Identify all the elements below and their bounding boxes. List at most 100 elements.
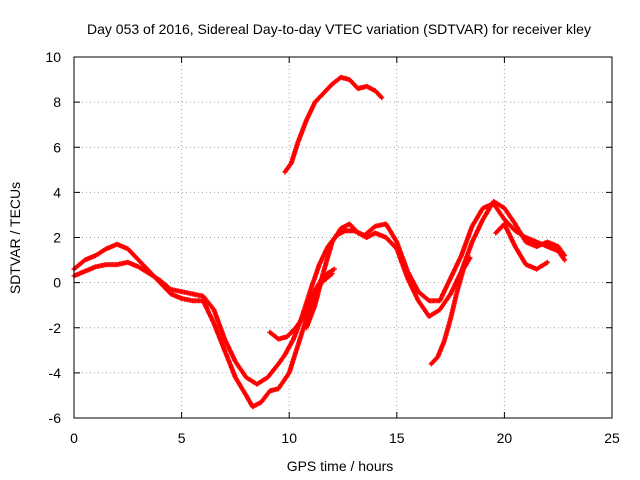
data-point — [535, 240, 538, 244]
data-point — [348, 78, 351, 81]
series-6 — [428, 255, 473, 367]
data-point — [234, 376, 237, 379]
data-point — [283, 353, 287, 357]
data-point — [212, 322, 216, 325]
data-point — [343, 229, 347, 232]
data-point — [492, 200, 495, 203]
data-point — [513, 222, 517, 226]
data-point — [462, 267, 465, 271]
data-point — [430, 362, 433, 366]
data-point — [285, 335, 289, 338]
y-tick-label: -2 — [49, 320, 62, 336]
y-tick-label: 4 — [53, 184, 61, 200]
data-point — [148, 270, 151, 273]
data-point — [223, 337, 226, 341]
x-tick-label: 5 — [178, 430, 186, 446]
data-point — [115, 243, 119, 246]
data-point — [180, 290, 183, 293]
data-point — [333, 267, 336, 271]
data-point — [438, 308, 442, 311]
x-tick-label: 25 — [604, 430, 620, 446]
y-tick-label: 6 — [53, 139, 61, 155]
data-point — [115, 263, 119, 266]
y-tick-label: 8 — [53, 94, 61, 110]
data-point — [296, 141, 300, 144]
data-point — [303, 315, 306, 318]
data-point — [460, 254, 463, 257]
data-point — [223, 349, 226, 352]
data-point — [374, 225, 377, 228]
data-point — [137, 258, 140, 262]
chart-title: Day 053 of 2016, Sidereal Day-to-day VTE… — [87, 21, 591, 37]
y-tick-label: 0 — [53, 275, 61, 291]
data-point — [318, 263, 321, 266]
x-tick-label: 0 — [70, 430, 78, 446]
data-point — [244, 394, 248, 397]
data-point — [503, 218, 506, 221]
data-point — [201, 294, 205, 298]
data-point — [169, 292, 173, 296]
data-point — [277, 362, 280, 366]
data-point — [294, 326, 297, 329]
data-point — [313, 100, 317, 104]
data-point — [288, 371, 291, 375]
data-point — [557, 245, 560, 248]
data-point — [563, 254, 566, 257]
y-tick-label: -6 — [49, 410, 62, 426]
data-point — [137, 265, 140, 269]
data-point — [268, 389, 272, 393]
series-5 — [267, 266, 337, 342]
data-point — [524, 263, 528, 266]
data-point — [449, 317, 452, 320]
x-axis-label: GPS time / hours — [287, 458, 394, 474]
data-point — [438, 299, 442, 302]
x-tick-label: 15 — [389, 430, 405, 446]
data-point — [395, 240, 398, 244]
data-point — [455, 290, 459, 293]
data-point — [365, 85, 368, 88]
data-point — [322, 274, 325, 278]
data-point — [356, 87, 360, 90]
data-point — [290, 161, 293, 165]
data-point — [251, 405, 254, 408]
data-point — [260, 401, 263, 404]
data-point — [503, 222, 506, 226]
data-point — [513, 245, 517, 248]
data-point — [546, 240, 549, 244]
data-point — [244, 376, 248, 379]
data-point — [470, 240, 474, 244]
data-point — [191, 299, 194, 302]
data-point — [331, 240, 334, 244]
data-point — [427, 315, 431, 318]
data-point — [309, 288, 312, 291]
data-point — [234, 360, 237, 363]
x-tick-label: 20 — [497, 430, 513, 446]
data-point — [191, 292, 194, 296]
data-point — [322, 91, 325, 95]
data-point — [449, 276, 452, 280]
data-point — [348, 222, 351, 226]
data-point — [468, 256, 472, 260]
data-point — [384, 236, 388, 239]
data-point — [374, 231, 377, 235]
data-point — [331, 82, 334, 86]
data-point — [169, 288, 173, 291]
x-axis-ticks: 0 5 10 15 20 25 — [70, 57, 620, 446]
data-point — [158, 281, 162, 284]
data-point — [305, 326, 308, 329]
data-point — [283, 170, 287, 174]
data-point — [546, 261, 549, 264]
data-point — [292, 337, 295, 341]
data-point — [255, 382, 259, 386]
data-point — [436, 355, 439, 359]
x-tick-label: 10 — [281, 430, 297, 446]
data-point — [442, 340, 446, 343]
data-point — [126, 261, 129, 264]
data-point — [417, 299, 420, 302]
y-tick-label: 10 — [45, 49, 61, 65]
y-tick-label: 2 — [53, 230, 61, 246]
data-point — [546, 245, 549, 248]
data-point — [105, 263, 108, 266]
data-point — [417, 290, 420, 293]
y-axis-ticks: -6 -4 -2 0 2 4 6 8 10 — [45, 49, 612, 426]
